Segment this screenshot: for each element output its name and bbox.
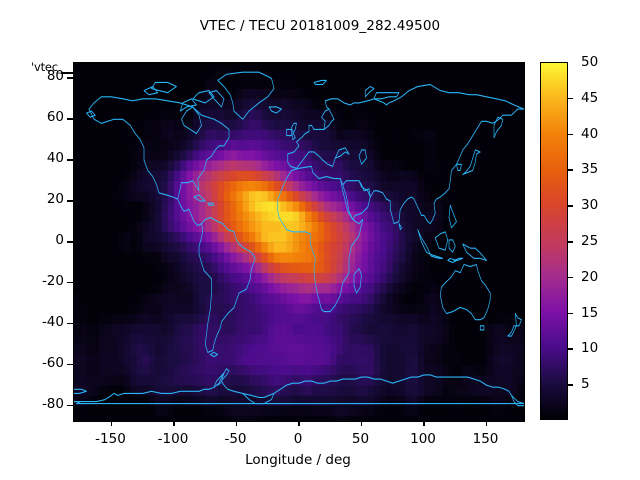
y-tick-label: 60 <box>46 109 64 126</box>
vtec-heatmap <box>74 63 524 421</box>
x-tick-mark <box>235 420 237 426</box>
colorbar-tick-mark <box>568 312 573 315</box>
y-tick-mark <box>67 404 73 407</box>
x-tick-label: -150 <box>95 431 126 447</box>
colorbar-tick-mark <box>568 276 573 279</box>
colorbar-tick-label: 25 <box>581 233 599 249</box>
y-tick-mark <box>67 322 73 325</box>
colorbar-tick-mark <box>568 133 573 136</box>
x-tick-label: 150 <box>472 431 499 447</box>
x-tick-label: -100 <box>157 431 189 447</box>
x-tick-label: 50 <box>351 431 370 447</box>
x-tick-mark <box>298 420 300 426</box>
colorbar: 5 10 15 20 25 30 35 40 45 50 <box>540 54 598 420</box>
x-tick-mark <box>485 420 487 426</box>
y-tick-label: 40 <box>46 150 64 167</box>
colorbar-tick-label: 30 <box>581 197 599 214</box>
x-tick-label: 100 <box>410 431 436 447</box>
heatmap-plot-area <box>73 62 525 422</box>
colorbar-tick-label: 40 <box>581 125 599 142</box>
colorbar-tick-label: 15 <box>581 304 599 321</box>
colorbar-tick-label: 5 <box>581 376 590 393</box>
y-tick-label: 20 <box>46 191 64 208</box>
y-tick-label: -40 <box>41 313 64 330</box>
x-tick-label: 0 <box>293 431 303 447</box>
y-tick-mark <box>67 200 73 202</box>
x-tick-mark <box>423 420 425 426</box>
x-tick-mark <box>173 420 175 426</box>
colorbar-tick-label: 50 <box>581 54 599 70</box>
y-tick-mark <box>67 77 73 79</box>
y-tick-mark <box>67 281 73 284</box>
colorbar-tick-label: 35 <box>581 161 599 178</box>
y-tick-label: -60 <box>41 354 64 371</box>
y-tick-label: -20 <box>41 272 64 289</box>
x-tick-label: -50 <box>224 431 247 447</box>
y-tick-label: -80 <box>41 395 64 412</box>
colorbar-tick-mark <box>568 97 573 100</box>
y-tick-mark <box>67 363 73 366</box>
x-axis-label: Longitude / deg <box>245 452 351 468</box>
y-tick-label: 80 <box>46 68 64 85</box>
colorbar-gradient <box>540 62 568 420</box>
y-tick-mark <box>67 241 73 243</box>
x-tick-mark <box>110 420 112 426</box>
colorbar-tick-mark <box>568 384 573 386</box>
page-title: VTEC / TECU 20181009_282.49500 <box>199 18 441 34</box>
plot-key-artifact: 'vtec_ <box>31 60 64 74</box>
y-tick-label: 0 <box>55 232 64 248</box>
plot-key-artifact-line <box>61 72 75 74</box>
colorbar-tick-mark <box>568 241 573 243</box>
y-tick-mark <box>67 118 73 120</box>
colorbar-tick-mark <box>568 205 573 207</box>
colorbar-tick-mark <box>568 348 573 350</box>
colorbar-tick-label: 45 <box>581 89 599 106</box>
colorbar-tick-label: 10 <box>581 340 599 357</box>
x-tick-mark <box>360 420 362 426</box>
colorbar-tick-label: 20 <box>581 268 599 285</box>
y-tick-mark <box>67 159 73 161</box>
colorbar-tick-mark <box>568 169 573 171</box>
